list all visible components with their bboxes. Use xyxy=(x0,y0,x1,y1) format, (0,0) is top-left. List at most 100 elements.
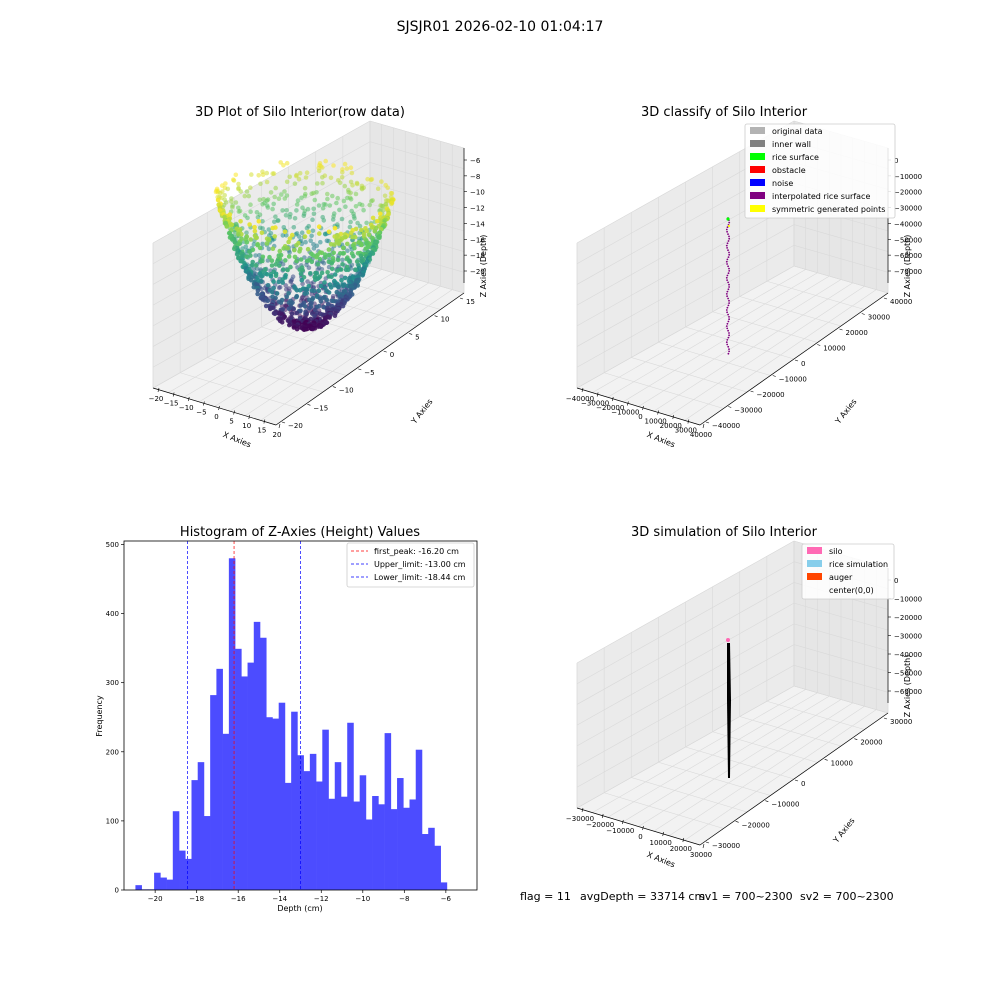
raw3d-point xyxy=(272,219,277,225)
raw3d-point xyxy=(281,315,286,321)
classify3d-point-interpolated xyxy=(728,350,730,353)
classify3d-point-interpolated xyxy=(727,320,730,323)
classify3d-point-interpolated xyxy=(728,270,731,272)
classify3d-panel: −40000−30000−20000−100000100002000030000… xyxy=(566,120,922,449)
raw3d-point xyxy=(363,246,369,251)
raw3d-point xyxy=(300,281,305,287)
classify3d-point-interpolated xyxy=(728,235,730,238)
classify3d-xtick-label: 40000 xyxy=(690,431,712,439)
classify3d-point-interpolated xyxy=(727,313,729,316)
raw3d-point xyxy=(303,175,309,180)
raw3d-point xyxy=(313,277,318,283)
raw3d-point xyxy=(257,197,263,203)
raw3d-point xyxy=(291,306,296,312)
raw3d-point xyxy=(297,249,302,254)
hist-bar xyxy=(347,722,354,890)
raw3d-point xyxy=(294,202,300,207)
raw3d-point xyxy=(247,222,252,227)
raw3d-point xyxy=(273,273,279,279)
raw3d-point xyxy=(266,246,272,252)
raw3d-point xyxy=(311,246,317,251)
raw3d-point xyxy=(325,191,330,197)
raw3d-point xyxy=(304,225,310,231)
raw3d-point xyxy=(321,218,327,223)
raw3d-point xyxy=(310,228,316,234)
raw3d-point xyxy=(374,218,380,224)
raw3d-point xyxy=(286,306,292,312)
classify3d-point-interpolated xyxy=(725,309,728,311)
classify3d-ytick-mark xyxy=(705,421,710,424)
raw3d-point xyxy=(335,195,341,201)
hist-bar xyxy=(228,558,236,890)
raw3d-point xyxy=(271,279,276,284)
raw3d-point xyxy=(233,200,239,205)
raw3d-point xyxy=(330,193,335,199)
hist-xtick-label: −6 xyxy=(441,895,452,903)
raw3d-point xyxy=(295,198,301,203)
sim3d-ytick-mark xyxy=(883,717,888,720)
raw3d-point xyxy=(285,267,290,273)
hist-xtick-label: −10 xyxy=(355,895,370,903)
classify3d-point-interpolated xyxy=(728,253,731,256)
raw3d-point xyxy=(278,300,284,305)
raw3d-ztick-label: −12 xyxy=(470,205,485,213)
raw3d-point xyxy=(283,304,288,309)
raw3d-point xyxy=(255,214,261,220)
classify3d-point-interpolated xyxy=(728,316,730,318)
classify3d-ztick-label: −40000 xyxy=(894,220,922,228)
raw3d-point xyxy=(309,259,315,265)
hist-bar xyxy=(403,807,410,890)
raw3d-ytick-label: 5 xyxy=(415,333,419,341)
sim3d-xtick-label: −30000 xyxy=(566,815,594,823)
raw3d-ztick-label: −8 xyxy=(470,173,480,181)
raw3d-point xyxy=(273,262,279,267)
raw3d-point xyxy=(270,246,276,251)
classify3d-point-interpolated xyxy=(727,265,729,268)
classify3d-legend-label: symmetric generated points xyxy=(772,205,885,214)
raw3d-point xyxy=(345,195,350,201)
raw3d-point xyxy=(253,263,259,268)
raw3d-xtick-mark xyxy=(218,405,220,411)
classify3d-ytick-label: −20000 xyxy=(757,391,785,399)
raw3d-point xyxy=(346,267,351,273)
raw3d-point xyxy=(320,180,325,186)
classify3d-wall-grid-h2 xyxy=(793,224,889,252)
raw3d-point xyxy=(285,246,291,251)
raw3d-point xyxy=(298,257,304,262)
raw3d-point xyxy=(236,232,241,237)
raw3d-point xyxy=(277,263,282,268)
sim3d-ztick-label: 0 xyxy=(894,577,898,585)
raw3d-point xyxy=(230,205,235,210)
raw3d-point xyxy=(305,246,311,252)
raw3d-point xyxy=(350,183,355,188)
raw3d-point xyxy=(251,241,257,247)
classify3d-xtick-mark xyxy=(687,419,690,424)
raw3d-ytick-mark xyxy=(459,297,464,300)
classify3d-point-interpolated xyxy=(726,263,728,265)
classify3d-xtick-mark xyxy=(702,423,705,429)
sim3d-xtick-label: 0 xyxy=(638,833,642,841)
raw3d-point xyxy=(316,224,322,229)
sim3d-ytick-mark xyxy=(794,779,799,782)
sim3d-wall-grid-h2 xyxy=(793,644,889,672)
classify3d-xtick-label: 30000 xyxy=(675,427,697,435)
raw3d-point xyxy=(238,219,243,224)
sim3d-ztick-label: −40000 xyxy=(894,651,922,659)
raw3d-point xyxy=(269,263,275,268)
raw3d-point xyxy=(340,170,345,175)
hist-bar xyxy=(247,662,255,890)
classify3d-ytick-mark xyxy=(883,297,888,300)
hist-bar xyxy=(415,749,423,890)
raw3d-point xyxy=(369,198,374,204)
classify3d-point-interpolated xyxy=(728,299,730,302)
raw3d-point xyxy=(277,248,283,254)
raw3d-xtick-label: −10 xyxy=(179,404,194,412)
raw3d-point xyxy=(257,245,263,251)
classify3d-legend-label: rice surface xyxy=(772,153,819,162)
raw3d-point xyxy=(300,268,305,273)
classify3d-floor-grid-y xyxy=(712,311,818,343)
classify3d-point-interpolated xyxy=(726,306,729,309)
sim3d-floor-grid-y xyxy=(739,716,842,747)
raw3d-point xyxy=(340,257,345,263)
